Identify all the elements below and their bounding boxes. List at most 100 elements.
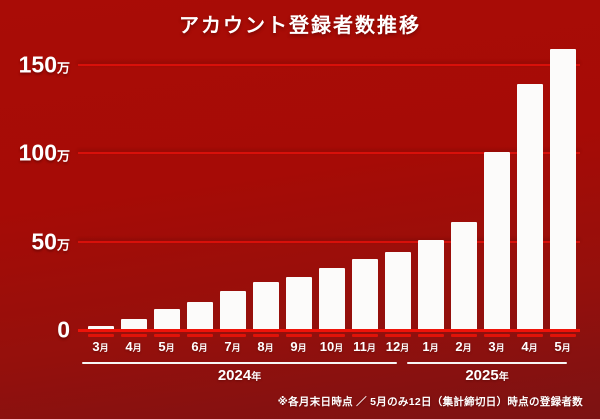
x-axis-line <box>78 329 580 332</box>
gridline-50万 <box>78 240 580 243</box>
bar-2月 <box>450 222 477 330</box>
label-unit-suffix: 月 <box>198 343 208 353</box>
bar-7月 <box>219 291 246 330</box>
x-tick-label: 4月 <box>521 339 537 354</box>
y-axis-label: 0 <box>57 316 70 343</box>
x-tick-label: 3月 <box>92 339 108 354</box>
label-number: 12 <box>385 339 401 354</box>
label-number: 7 <box>224 339 232 354</box>
bar-9月 <box>285 277 312 330</box>
tick-dash <box>120 334 147 337</box>
chart-title: アカウント登録者数推移 <box>179 15 421 37</box>
tick-dash <box>153 334 180 337</box>
label-number: 9 <box>290 339 298 354</box>
x-tick-label: 7月 <box>224 339 240 354</box>
y-axis-label: 50万 <box>31 230 70 253</box>
bar-column <box>117 319 150 330</box>
label-number: 0 <box>57 316 70 343</box>
x-tick: 8月 <box>249 334 282 354</box>
bar-12月 <box>384 252 411 330</box>
label-unit-suffix: 月 <box>528 343 538 353</box>
x-tick-label: 5月 <box>158 339 174 354</box>
tick-dash <box>285 334 312 337</box>
x-tick: 3月 <box>84 334 117 354</box>
label-unit-suffix: 月 <box>165 343 175 353</box>
footnote: ※各月末日時点 ／ 5月のみ12日（集計締切日）時点の登録者数 <box>277 396 583 408</box>
x-tick: 4月 <box>513 334 546 354</box>
bar-column <box>183 302 216 330</box>
label-number: 8 <box>257 339 265 354</box>
label-unit-suffix: 万 <box>56 60 70 76</box>
tick-dash <box>384 334 411 337</box>
bar-10月 <box>318 268 345 330</box>
x-tick: 4月 <box>117 334 150 354</box>
y-axis-label: 100万 <box>18 139 70 166</box>
tick-dash <box>417 334 444 337</box>
bar-5月 <box>153 309 180 330</box>
y-axis: 0 50万 100万 150万 <box>0 40 72 341</box>
bar-column <box>150 309 183 330</box>
bar-4月 <box>120 319 147 330</box>
x-tick-label: 1月 <box>422 339 438 354</box>
y-axis-label: 150万 <box>18 51 70 78</box>
tick-dash <box>351 334 378 337</box>
label-number: 5 <box>158 339 166 354</box>
label-unit-suffix: 年 <box>251 372 262 383</box>
label-unit-suffix: 月 <box>132 343 142 353</box>
x-tick-label: 9月 <box>290 339 306 354</box>
x-tick: 12月 <box>381 334 414 354</box>
x-tick-label: 3月 <box>488 339 504 354</box>
x-tick: 5月 <box>150 334 183 354</box>
label-number: 4 <box>125 339 133 354</box>
label-number: 100 <box>18 139 57 166</box>
bar-column <box>381 252 414 330</box>
label-number: 10 <box>319 339 335 354</box>
label-unit-suffix: 月 <box>429 343 439 353</box>
bar-column <box>249 282 282 330</box>
label-unit-suffix: 月 <box>495 343 505 353</box>
tick-dash <box>450 334 477 337</box>
label-number: 3 <box>488 339 496 354</box>
x-tick: 5月 <box>546 334 579 354</box>
label-number: 150 <box>18 51 57 78</box>
x-tick-label: 2月 <box>455 339 471 354</box>
tick-dash <box>219 334 246 337</box>
label-unit-suffix: 月 <box>400 343 410 353</box>
label-unit-suffix: 万 <box>56 237 70 253</box>
bar-1月 <box>417 240 444 330</box>
x-tick-label: 11月 <box>353 339 376 354</box>
tick-dash <box>549 334 576 337</box>
bar-8月 <box>252 282 279 330</box>
x-tick-label: 4月 <box>125 339 141 354</box>
label-unit-suffix: 月 <box>264 343 274 353</box>
plot-area <box>78 40 580 332</box>
label-unit-suffix: 月 <box>231 343 241 353</box>
label-number: 2 <box>455 339 463 354</box>
bar-column <box>216 291 249 330</box>
bar-column <box>480 152 513 330</box>
x-tick: 7月 <box>216 334 249 354</box>
x-tick: 6月 <box>183 334 216 354</box>
x-tick: 3月 <box>480 334 513 354</box>
x-tick-label: 8月 <box>257 339 273 354</box>
year-bracket-2025 <box>407 362 567 364</box>
label-unit-suffix: 月 <box>99 343 109 353</box>
label-number: 1 <box>422 339 430 354</box>
bar-column <box>282 277 315 330</box>
year-bracket-2024 <box>82 362 397 364</box>
x-tick-label: 10月 <box>320 339 343 354</box>
label-number: 3 <box>92 339 100 354</box>
bar-3月 <box>87 326 114 330</box>
label-number: 2025 <box>465 367 499 384</box>
bar-column <box>414 240 447 330</box>
label-number: 50 <box>31 228 57 255</box>
tick-dash <box>318 334 345 337</box>
bar-11月 <box>351 259 378 330</box>
tick-dash <box>252 334 279 337</box>
bar-5月 <box>549 49 576 330</box>
label-number: 11 <box>353 339 367 354</box>
label-unit-suffix: 月 <box>334 343 344 353</box>
x-tick-label: 5月 <box>554 339 570 354</box>
gridline-150万 <box>78 64 580 66</box>
